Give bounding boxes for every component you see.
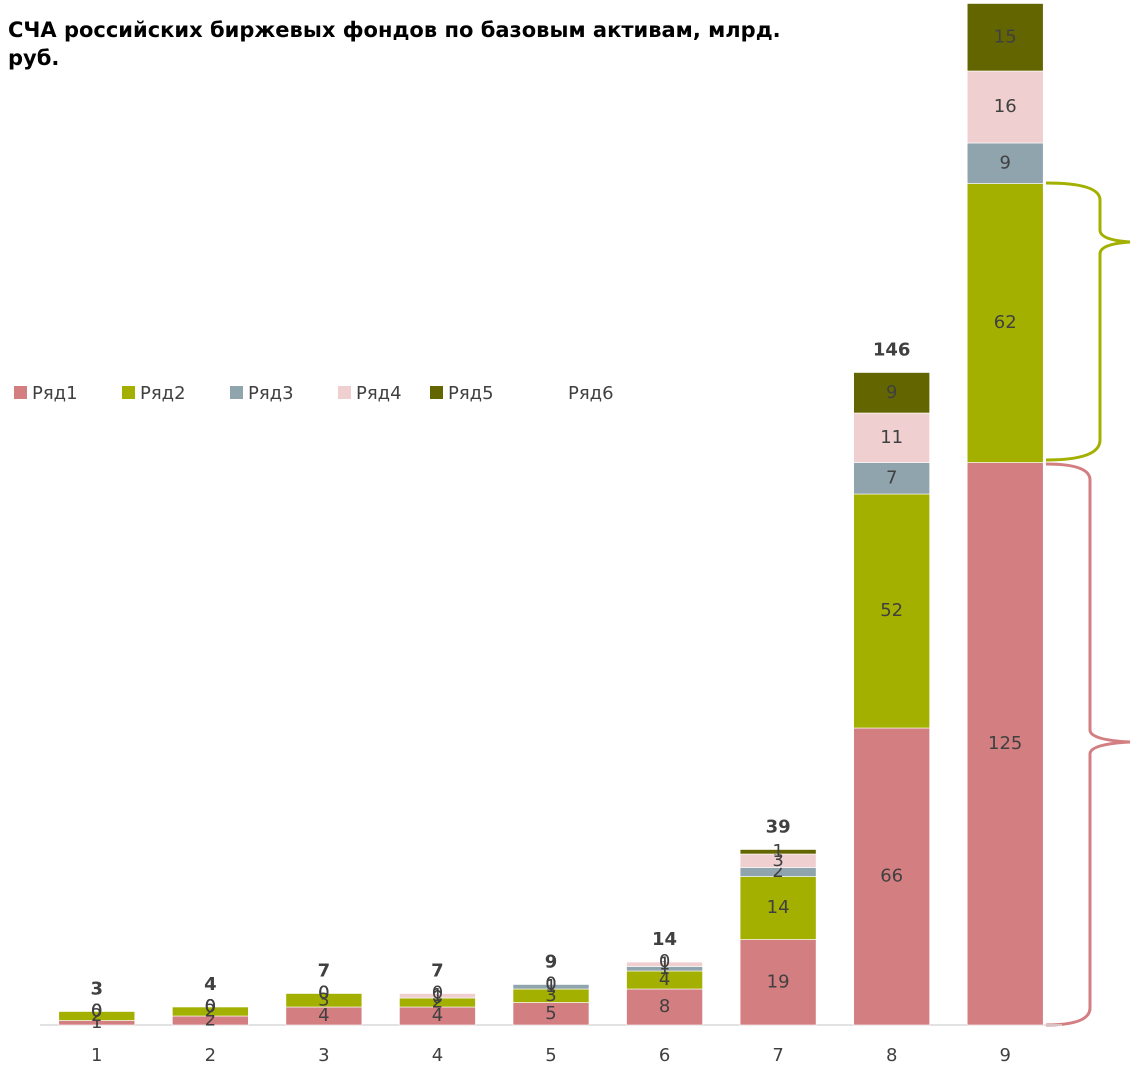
- legend-label: Ряд2: [140, 383, 186, 404]
- data-label: 0: [91, 1001, 102, 1022]
- bar-segment: [853, 372, 930, 414]
- data-label: 2: [205, 1010, 216, 1031]
- x-tick-label: 8: [886, 1045, 897, 1066]
- data-label: 4: [318, 1005, 329, 1026]
- bar-segment: [966, 462, 1044, 1026]
- data-label: 0: [91, 1001, 102, 1022]
- data-label: 4: [432, 1005, 443, 1026]
- data-label: 0: [205, 996, 216, 1017]
- data-label: 9: [999, 152, 1010, 173]
- data-label: 52: [880, 600, 903, 621]
- bracket: [1045, 181, 1131, 462]
- data-label: 3: [545, 985, 556, 1006]
- data-label: 2: [91, 1005, 102, 1026]
- x-tick-label: 7: [772, 1045, 783, 1066]
- data-label: 0: [318, 983, 329, 1004]
- x-tick-label: 2: [205, 1045, 216, 1066]
- x-tick-label: 6: [659, 1045, 670, 1066]
- bar-segment: [739, 876, 817, 940]
- bar-segment: [172, 1006, 249, 1017]
- x-tick-label: 5: [545, 1045, 556, 1066]
- total-label: 14: [652, 929, 677, 950]
- legend-swatch: [338, 386, 351, 399]
- data-label: 0: [318, 983, 329, 1004]
- data-label: 5: [545, 1003, 556, 1024]
- legend-swatch: [122, 386, 135, 399]
- data-label: 14: [767, 897, 790, 918]
- x-tick-label: 3: [318, 1045, 329, 1066]
- data-label: 1: [659, 953, 670, 974]
- data-label: 8: [659, 996, 670, 1017]
- bracket: [1045, 462, 1131, 1027]
- data-label: 3: [318, 989, 329, 1010]
- bar-segment: [853, 727, 930, 1026]
- bar-segment: [966, 3, 1044, 72]
- x-tick-label: 4: [432, 1045, 443, 1066]
- data-label: 0: [545, 974, 556, 995]
- bar-segment: [966, 70, 1044, 144]
- bar-segment: [285, 993, 363, 1008]
- data-label: 1: [545, 976, 556, 997]
- bar-segment: [966, 142, 1044, 184]
- data-label: 2: [772, 861, 783, 882]
- data-label: 0: [91, 1001, 102, 1022]
- data-label: 2: [432, 992, 443, 1013]
- total-label: 146: [873, 340, 911, 361]
- bar-segment: [58, 1011, 136, 1021]
- data-label: 1: [772, 841, 783, 862]
- bar-segment: [853, 493, 930, 729]
- data-label: 2: [205, 1001, 216, 1022]
- bar-segment: [739, 939, 817, 1026]
- legend-swatch: [14, 386, 27, 399]
- data-label: 62: [994, 312, 1017, 333]
- data-label: 0: [205, 996, 216, 1017]
- data-label: 16: [994, 96, 1017, 117]
- data-label: 0: [432, 983, 443, 1004]
- data-label: 9: [886, 382, 897, 403]
- legend-swatch: [430, 386, 443, 399]
- bar-segment: [512, 984, 590, 990]
- bar-segment: [626, 961, 703, 967]
- bar-segment: [853, 462, 930, 495]
- data-label: 0: [545, 974, 556, 995]
- bar-segment: [626, 988, 703, 1026]
- data-label: 7: [886, 467, 897, 488]
- x-tick-label: 1: [91, 1045, 102, 1066]
- data-label: 1: [91, 1012, 102, 1033]
- data-label: 15: [994, 26, 1017, 47]
- legend-label: Ряд1: [32, 383, 78, 404]
- chart-title: СЧА российских биржевых фондов по базовы…: [8, 18, 781, 70]
- total-label: 3: [91, 979, 104, 1000]
- data-label: 1: [432, 985, 443, 1006]
- data-label: 125: [988, 733, 1022, 754]
- bar-segment: [739, 849, 817, 855]
- x-tick-label: 9: [999, 1045, 1010, 1066]
- total-label: 39: [766, 817, 791, 838]
- legend-label: Ряд6: [568, 383, 614, 404]
- legend-label: Ряд3: [248, 383, 294, 404]
- legend-label: Ряд5: [448, 383, 494, 404]
- total-label: 7: [318, 961, 331, 982]
- data-label: 66: [880, 866, 903, 887]
- data-label: 19: [767, 971, 790, 992]
- data-label: 3: [772, 850, 783, 871]
- data-label: 0: [205, 996, 216, 1017]
- data-label: 0: [659, 951, 670, 972]
- data-label: 0: [318, 983, 329, 1004]
- data-label: 11: [880, 427, 903, 448]
- data-label: 4: [659, 969, 670, 990]
- bar-segment: [853, 412, 930, 463]
- legend-label: Ряд4: [356, 383, 402, 404]
- legend-swatch: [230, 386, 243, 399]
- bar-segment: [966, 183, 1044, 463]
- total-label: 7: [431, 961, 444, 982]
- data-label: 1: [659, 958, 670, 979]
- total-label: 9: [545, 952, 558, 973]
- total-label: 4: [204, 974, 217, 995]
- bar-segment: [399, 993, 476, 999]
